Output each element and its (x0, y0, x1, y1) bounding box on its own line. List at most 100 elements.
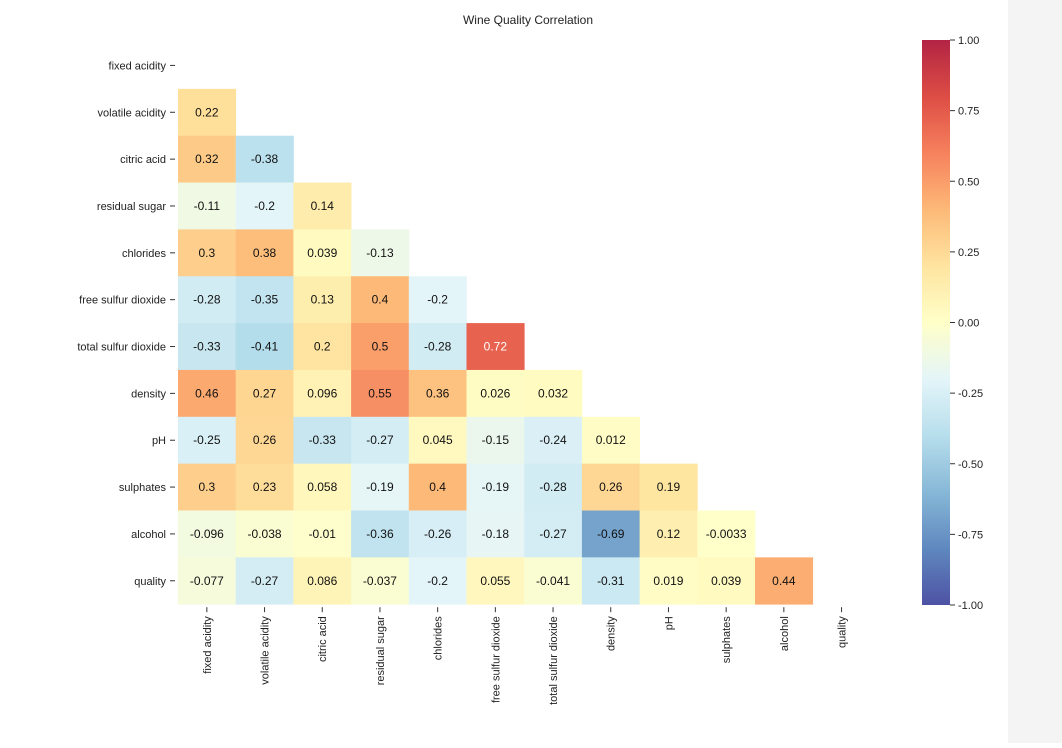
heatmap-cell-quality-density (581, 557, 640, 605)
cell-value-label: 0.019 (653, 574, 683, 588)
cell-value-label: -0.27 (366, 433, 394, 447)
x-tick-label-chlorides: chlorides (433, 616, 445, 661)
heatmap-cell-quality-volatile-acidity (235, 557, 294, 605)
heatmap-cell-alcohol-chlorides (408, 510, 467, 558)
cell-value-label: -0.36 (366, 527, 394, 541)
cell-value-label: -0.01 (309, 527, 337, 541)
heatmap-cell-quality-fixed-acidity (178, 557, 237, 605)
y-tick-label-sulphates: sulphates (119, 482, 167, 494)
heatmap-cell-ph-fixed-acidity (178, 416, 237, 465)
cell-value-label: -0.041 (536, 574, 570, 588)
cell-value-label: 0.039 (307, 246, 337, 260)
heatmap-cell-sulphates-free-sulfur-dioxide (466, 463, 525, 511)
colorbar-ticks: 1.00 0.75 0.50 0.25 0.00 -0.25 -0.50 -0.75 -1.00 (950, 35, 983, 612)
y-tick-label-ph: pH (152, 435, 166, 447)
cell-value-label: 0.27 (253, 386, 277, 400)
cell-value-label: -0.038 (248, 527, 282, 541)
cell-value-label: -0.15 (482, 433, 510, 447)
colorbar-tick-label: -0.25 (958, 388, 983, 400)
y-tick-label-quality: quality (134, 576, 166, 588)
colorbar-tick-label: 0.00 (958, 318, 979, 330)
heatmap-cell-alcohol-fixed-acidity (178, 510, 237, 558)
cell-value-label: 0.36 (426, 386, 450, 400)
heatmap-cell-sulphates-residual-sugar (351, 463, 410, 511)
heatmap-cell-alcohol-residual-sugar (351, 510, 410, 558)
cell-value-label: 0.12 (657, 527, 681, 541)
y-tick-label-total-sulfur-dioxide: total sulfur dioxide (77, 342, 166, 354)
x-tick-label-volatile-acidity: volatile acidity (260, 616, 272, 685)
heatmap-cell-density-fixed-acidity (178, 369, 237, 418)
cell-value-label: -0.25 (193, 433, 221, 447)
heatmap-cell-alcohol-sulphates (697, 510, 756, 558)
heatmap-cell-density-chlorides (408, 369, 467, 418)
heatmap-cell-sulphates-total-sulfur-dioxide (524, 463, 583, 511)
cell-value-label: 0.23 (253, 480, 277, 494)
cell-value-label: -0.077 (190, 574, 224, 588)
heatmap-cell-total-sulfur-dioxide-residual-sugar (351, 323, 410, 371)
x-tick-label-density: density (606, 616, 618, 651)
heatmap-cell-quality-chlorides (408, 557, 467, 605)
y-tick-label-free-sulfur-dioxide: free sulfur dioxide (79, 295, 166, 307)
heatmap-cell-free-sulfur-dioxide-fixed-acidity (178, 276, 237, 324)
cell-value-label: 0.2 (314, 340, 331, 354)
cell-value-label: 0.086 (307, 574, 337, 588)
cell-value-label: 0.055 (480, 574, 510, 588)
cell-value-label: -0.38 (251, 152, 279, 166)
heatmap-cell-quality-sulphates (697, 557, 756, 605)
heatmap-cell-citric-acid-fixed-acidity (178, 135, 237, 183)
heatmap-cell-citric-acid-volatile-acidity (235, 135, 294, 183)
cell-value-label: -0.19 (482, 480, 510, 494)
heatmap-cell-quality-residual-sugar (351, 557, 410, 605)
cell-value-label: 0.3 (199, 480, 216, 494)
heatmap-cell-alcohol-total-sulfur-dioxide (524, 510, 583, 558)
cell-value-label: 0.14 (311, 199, 335, 213)
heatmap-cell-sulphates-citric-acid (293, 463, 352, 511)
cell-value-label: 0.72 (484, 340, 508, 354)
heatmap-cell-quality-total-sulfur-dioxide (524, 557, 583, 605)
colorbar-tick-label: -0.50 (958, 459, 983, 471)
cell-value-label: -0.24 (539, 433, 567, 447)
heatmap-cell-total-sulfur-dioxide-volatile-acidity (235, 323, 294, 371)
heatmap-cell-alcohol-free-sulfur-dioxide (466, 510, 525, 558)
x-tick-label-alcohol: alcohol (779, 616, 791, 651)
y-tick-label-citric-acid: citric acid (120, 154, 166, 166)
heatmap-cell-density-citric-acid (293, 369, 352, 418)
heatmap-cell-free-sulfur-dioxide-residual-sugar (351, 276, 410, 324)
heatmap-cell-ph-free-sulfur-dioxide (466, 416, 525, 465)
cell-value-label: 0.22 (195, 105, 219, 119)
heatmap-cell-alcohol-density (581, 510, 640, 558)
heatmap-cell-density-total-sulfur-dioxide (524, 369, 583, 418)
y-tick-label-residual-sugar: residual sugar (97, 201, 166, 213)
y-tick-label-alcohol: alcohol (131, 529, 166, 541)
heatmap-cell-sulphates-volatile-acidity (235, 463, 294, 511)
cell-value-label: 0.012 (596, 433, 626, 447)
heatmap-cell-ph-chlorides (408, 416, 467, 465)
heatmap-cell-total-sulfur-dioxide-citric-acid (293, 323, 352, 371)
heatmap-cell-alcohol-volatile-acidity (235, 510, 294, 558)
cell-value-label: -0.2 (427, 574, 448, 588)
colorbar-tick-label: 0.50 (958, 176, 979, 188)
cell-value-label: -0.096 (190, 527, 224, 541)
colorbar-tick-label: -1.00 (958, 600, 983, 612)
x-tick-label-ph: pH (663, 616, 675, 630)
heatmap-cell-total-sulfur-dioxide-free-sulfur-dioxide (466, 323, 525, 371)
heatmap-cell-quality-alcohol (755, 557, 814, 605)
heatmap-cell-chlorides-volatile-acidity (235, 229, 294, 277)
cell-value-label: -0.27 (539, 527, 567, 541)
heatmap-cell-ph-total-sulfur-dioxide (524, 416, 583, 465)
cell-value-label: 0.045 (423, 433, 453, 447)
x-tick-label-fixed-acidity: fixed acidity (202, 616, 214, 674)
heatmap-cell-free-sulfur-dioxide-chlorides (408, 276, 467, 324)
heatmap-cell-chlorides-residual-sugar (351, 229, 410, 277)
cell-value-label: 0.5 (372, 340, 389, 354)
x-tick-label-citric-acid: citric acid (317, 616, 329, 662)
cell-value-label: 0.38 (253, 246, 277, 260)
colorbar-tick-label: 1.00 (958, 35, 979, 47)
heatmap-cell-sulphates-fixed-acidity (178, 463, 237, 511)
cell-value-label: 0.19 (657, 480, 681, 494)
cell-value-label: 0.3 (199, 246, 216, 260)
y-axis-labels: fixed acidity volatile acidity citric acid… (77, 60, 175, 588)
heatmap-cell-chlorides-fixed-acidity (178, 229, 237, 277)
y-tick-label-chlorides: chlorides (122, 248, 167, 260)
heatmap-cell-quality-citric-acid (293, 557, 352, 605)
